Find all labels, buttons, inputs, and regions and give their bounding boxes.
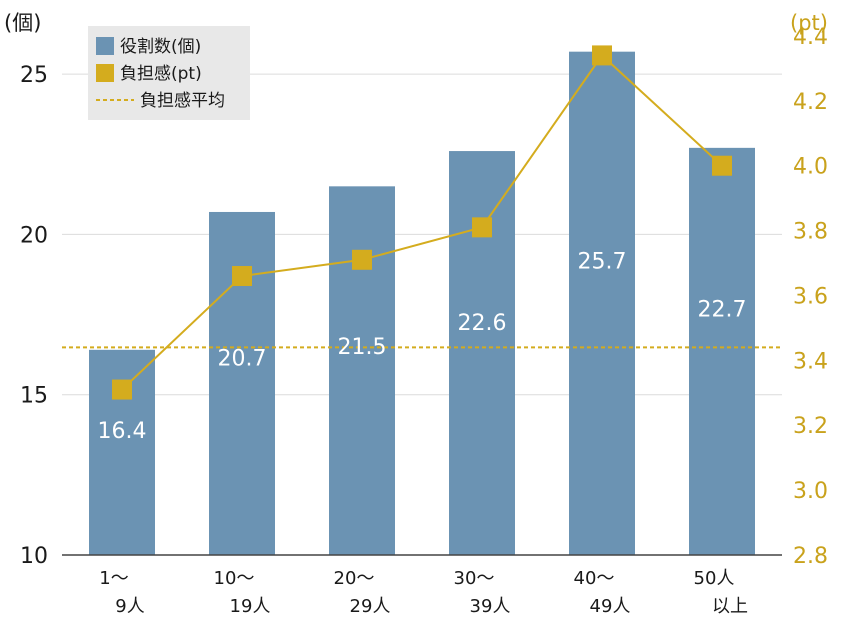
legend-label: 役割数(個) — [120, 37, 201, 57]
bar-value-label: 20.7 — [218, 347, 267, 372]
category-label-line1: 40〜 — [574, 568, 615, 589]
bar-value-label: 25.7 — [578, 249, 627, 274]
right-tick-label: 4.4 — [793, 25, 828, 50]
left-tick-label: 20 — [20, 223, 48, 248]
burden-point — [472, 217, 492, 238]
category-label-line1: 20〜 — [334, 568, 375, 589]
category-label-line2: 29人 — [350, 596, 391, 617]
left-axis-unit: (個) — [4, 11, 41, 35]
legend-label: 負担感平均 — [140, 91, 225, 111]
bar-value-label: 21.5 — [338, 335, 387, 360]
burden-point — [592, 45, 612, 66]
category-label-line2: 49人 — [590, 596, 631, 617]
left-axis: (個) 10 15 20 25 — [4, 11, 48, 569]
legend-label: 負担感(pt) — [120, 64, 202, 84]
left-tick-label: 10 — [20, 544, 48, 569]
right-axis-unit: (pt) — [790, 11, 828, 35]
bar — [329, 186, 395, 555]
category-label-line1: 10〜 — [214, 568, 255, 589]
right-axis: (pt) 2.8 3.0 3.2 3.4 3.6 3.8 4.0 4.2 4.4 — [790, 11, 828, 569]
category-label-line2: 9人 — [115, 596, 144, 617]
bar-value-labels: 16.4 20.7 21.5 22.6 25.7 22.7 — [98, 249, 747, 444]
burden-point — [352, 249, 372, 270]
legend: 役割数(個) 負担感(pt) 負担感平均 — [88, 26, 250, 120]
category-label-line1: 1〜 — [99, 568, 128, 589]
bar-value-label: 22.6 — [458, 311, 507, 336]
category-label-line2: 以上 — [712, 596, 748, 617]
right-tick-label: 2.8 — [793, 544, 828, 569]
right-tick-label: 3.6 — [793, 284, 828, 309]
burden-point — [112, 379, 132, 400]
left-tick-label: 25 — [20, 63, 48, 88]
category-label-line1: 30〜 — [454, 568, 495, 589]
bars — [89, 51, 755, 555]
category-label-line2: 19人 — [230, 596, 271, 617]
legend-swatch-bar — [96, 37, 114, 55]
category-label-line1: 50人 — [694, 568, 735, 589]
burden-line-series — [112, 45, 732, 400]
category-label-line2: 39人 — [470, 596, 511, 617]
right-tick-label: 3.8 — [793, 220, 828, 245]
legend-box — [88, 26, 250, 120]
bar — [449, 151, 515, 555]
bar-value-label: 22.7 — [698, 297, 747, 322]
burden-point — [712, 155, 732, 176]
right-tick-label: 4.2 — [793, 90, 828, 115]
burden-point — [232, 266, 252, 287]
right-tick-label: 3.0 — [793, 479, 828, 504]
right-tick-label: 3.4 — [793, 349, 828, 374]
left-tick-label: 15 — [20, 384, 48, 409]
bar-value-label: 16.4 — [98, 419, 147, 444]
bar — [569, 51, 635, 555]
right-tick-label: 3.2 — [793, 414, 828, 439]
bar — [209, 211, 275, 555]
burden-line — [121, 53, 723, 391]
right-tick-label: 4.0 — [793, 155, 828, 180]
bar — [689, 147, 755, 555]
legend-swatch-marker — [96, 64, 114, 82]
